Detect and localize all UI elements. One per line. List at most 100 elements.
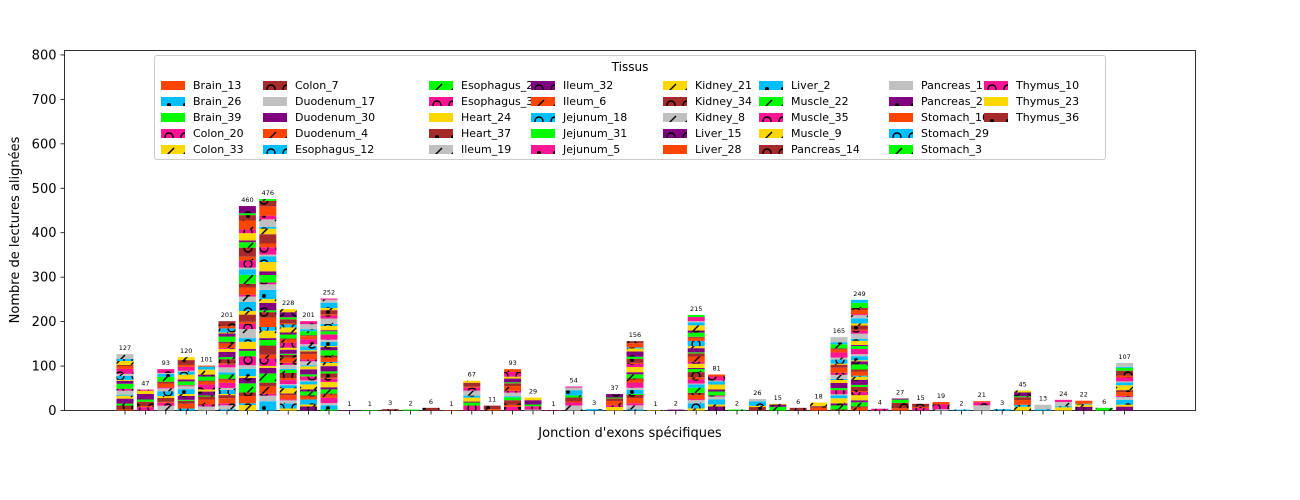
bar-segment (300, 369, 318, 375)
bar-segment (504, 378, 522, 383)
bar-segment (300, 321, 318, 325)
bar-total-label: 45 (1018, 381, 1026, 389)
bar-segment (708, 391, 726, 396)
bar-total-label: 37 (610, 384, 618, 392)
bar-segment (259, 365, 277, 368)
legend-swatch (161, 96, 185, 106)
bar-segment (748, 407, 766, 411)
legend-item: Stomach_29 (889, 125, 989, 141)
bar-segment (116, 403, 134, 406)
bar-segment (626, 348, 644, 352)
bar-segment (381, 409, 399, 411)
bar-segment (218, 382, 236, 388)
bar-segment (259, 198, 277, 201)
bar-segment (850, 340, 868, 345)
legend-item: Kidney_8 (663, 109, 745, 125)
bar-segment (830, 349, 848, 353)
legend-item: Stomach_3 (889, 141, 982, 157)
bar-segment (687, 330, 705, 333)
bar-segment (1054, 399, 1072, 402)
bar-segment (687, 379, 705, 384)
bar-segment (116, 383, 134, 389)
bar-segment (116, 405, 134, 410)
legend-swatch (263, 128, 287, 138)
y-tick-label: 100 (32, 360, 57, 375)
bar-segment (687, 348, 705, 353)
bar-segment (687, 337, 705, 341)
bar-segment (177, 400, 195, 404)
bar-segment (259, 219, 277, 227)
bar-segment (626, 374, 644, 379)
legend-swatch (889, 96, 913, 106)
bar-segment (850, 356, 868, 361)
bar-segment (687, 363, 705, 368)
bar-segment (524, 400, 542, 405)
bar-segment (708, 380, 726, 382)
bar-segment (279, 353, 297, 355)
bar-segment (912, 403, 930, 407)
bar-segment (198, 389, 216, 392)
bar-segment (830, 395, 848, 399)
bar-segment (626, 351, 644, 357)
bar-segment (850, 395, 868, 401)
bar-segment (218, 351, 236, 358)
bar-segment (300, 395, 318, 397)
legend-label: Kidney_8 (695, 110, 745, 124)
bar-segment (850, 376, 868, 380)
bar-segment (116, 375, 134, 380)
bar-segment (238, 321, 256, 324)
bar-segment (708, 404, 726, 407)
bar-segment (891, 402, 909, 409)
bar-total-label: 27 (896, 389, 904, 397)
bar-segment (259, 326, 277, 331)
bar-segment (850, 302, 868, 309)
bar-segment (198, 404, 216, 407)
bar-segment (320, 403, 338, 406)
legend-label: Ileum_6 (563, 94, 607, 108)
bar-segment (769, 404, 787, 407)
bar-segment (279, 378, 297, 381)
legend-swatch (429, 96, 453, 106)
legend-item: Esophagus_38 (429, 93, 540, 109)
bar-segment (279, 347, 297, 350)
bar-segment (626, 398, 644, 404)
bar-segment (238, 383, 256, 393)
bar-segment (850, 392, 868, 396)
bar-segment (300, 404, 318, 407)
bar-segment (463, 386, 481, 388)
bar-segment (402, 409, 420, 411)
bar-segment (687, 322, 705, 326)
bar-segment (177, 357, 195, 361)
bar-segment (218, 343, 236, 348)
legend-label: Thymus_10 (1016, 78, 1080, 92)
legend-swatch (263, 80, 287, 90)
bar-total-label: 460 (241, 196, 253, 204)
legend-label: Heart_24 (461, 110, 512, 124)
bar-segment (748, 401, 766, 406)
legend-item: Muscle_35 (759, 109, 849, 125)
bar-segment (687, 356, 705, 362)
bar-segment (238, 283, 256, 288)
legend-item: Kidney_34 (663, 93, 752, 109)
bar-segment (626, 343, 644, 348)
bar-segment (463, 395, 481, 398)
bar-segment (320, 357, 338, 362)
bar-segment (259, 299, 277, 303)
bar-segment (279, 362, 297, 365)
bar-segment (300, 381, 318, 385)
bar-total-label: 67 (468, 371, 476, 379)
legend-swatch (263, 96, 287, 106)
bar-segment (177, 394, 195, 396)
bar-total-label: 215 (690, 305, 702, 313)
bar-segment (198, 399, 216, 405)
bar-segment (198, 380, 216, 382)
bar-total-label: 201 (302, 311, 314, 319)
bar-segment (687, 383, 705, 385)
bar-segment (1054, 407, 1072, 411)
bar-segment (504, 400, 522, 405)
bar-segment (198, 365, 216, 367)
bar-segment (157, 383, 175, 388)
bar-segment (259, 354, 277, 359)
bar-total-label: 201 (221, 311, 233, 319)
bar-segment (218, 359, 236, 364)
